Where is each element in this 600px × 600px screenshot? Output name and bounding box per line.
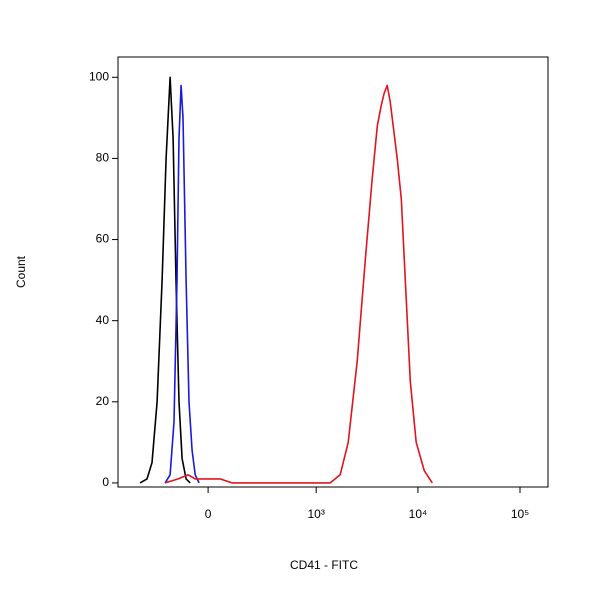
x-tick-label: 10⁴	[409, 507, 428, 521]
x-tick-label: 10³	[308, 507, 325, 521]
y-tick-label: 40	[96, 313, 110, 327]
y-tick-label: 20	[96, 394, 110, 408]
y-tick-label: 60	[96, 232, 110, 246]
histogram-line	[164, 84, 433, 484]
y-tick-label: 80	[96, 151, 110, 165]
y-tick-label: 100	[89, 69, 109, 83]
histogram-line	[139, 76, 191, 484]
histogram-line	[164, 84, 200, 484]
x-axis-label: CD41 - FITC	[290, 558, 358, 572]
y-tick-label: 0	[102, 475, 109, 489]
x-tick-label: 10⁵	[511, 507, 529, 521]
plot-frame	[117, 56, 549, 488]
x-tick-label: 0	[205, 507, 212, 521]
y-axis-label: Count	[14, 255, 28, 288]
